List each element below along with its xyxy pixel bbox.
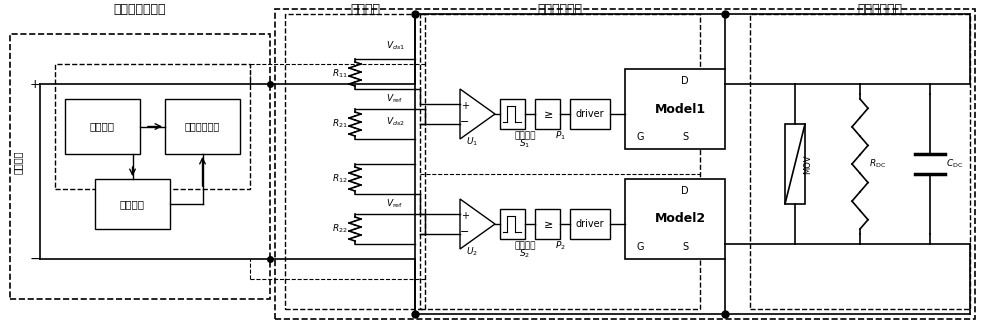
Text: 控制模块: 控制模块 — [120, 199, 145, 209]
Text: G: G — [636, 132, 644, 142]
Bar — [625, 179, 725, 259]
Text: Model1: Model1 — [654, 103, 706, 116]
Text: G: G — [636, 242, 644, 252]
Text: $S_2$: $S_2$ — [519, 248, 531, 260]
Text: $C_{\mathrm{DC}}$: $C_{\mathrm{DC}}$ — [946, 158, 964, 170]
Bar — [535, 99, 560, 129]
Text: 直流固态断路器: 直流固态断路器 — [114, 2, 166, 15]
Bar — [750, 14, 970, 309]
Text: $R_{21}$: $R_{21}$ — [332, 118, 348, 130]
Bar — [500, 209, 525, 239]
Bar — [10, 34, 270, 299]
Text: MOV: MOV — [804, 154, 812, 174]
Text: $V_{\mathrm{ref}}$: $V_{\mathrm{ref}}$ — [386, 93, 404, 105]
Text: −: − — [460, 227, 470, 237]
Bar — [165, 99, 240, 154]
Text: $R_{\mathrm{DC}}$: $R_{\mathrm{DC}}$ — [869, 158, 887, 170]
Text: $R_{12}$: $R_{12}$ — [332, 173, 348, 185]
Text: 检测模块: 检测模块 — [90, 122, 115, 132]
Text: driver: driver — [576, 109, 604, 119]
Bar — [55, 64, 250, 189]
Text: S: S — [682, 132, 688, 142]
Bar — [625, 69, 725, 149]
Text: 分压电路: 分压电路 — [350, 2, 380, 15]
Bar — [570, 209, 610, 239]
Text: $V_{\mathrm{ref}}$: $V_{\mathrm{ref}}$ — [386, 198, 404, 210]
Bar — [420, 14, 700, 309]
Text: Model2: Model2 — [654, 212, 706, 225]
Bar — [65, 99, 140, 154]
Text: −: − — [29, 252, 41, 266]
Text: $R_{22}$: $R_{22}$ — [332, 223, 348, 235]
Text: D: D — [681, 186, 689, 196]
Text: 控制信号: 控制信号 — [514, 132, 536, 141]
Text: $P_2$: $P_2$ — [555, 240, 565, 252]
Text: 反馈控制电路: 反馈控制电路 — [538, 2, 582, 15]
Bar — [535, 209, 560, 239]
Text: −: − — [460, 117, 470, 127]
Text: $U_2$: $U_2$ — [466, 246, 478, 258]
Bar — [570, 99, 610, 129]
Text: $S_1$: $S_1$ — [519, 138, 531, 150]
Text: $R_{11}$: $R_{11}$ — [332, 68, 348, 80]
Text: +: + — [461, 211, 469, 221]
Text: $V_{ds1}$: $V_{ds1}$ — [386, 40, 404, 52]
Text: driver: driver — [576, 219, 604, 229]
Bar — [275, 9, 975, 319]
Text: +: + — [30, 77, 40, 91]
Text: 控制信号: 控制信号 — [514, 241, 536, 250]
Bar — [785, 124, 805, 204]
Bar — [95, 179, 170, 229]
Text: 直流母线: 直流母线 — [13, 150, 23, 174]
Text: S: S — [682, 242, 688, 252]
Text: D: D — [681, 76, 689, 86]
Bar — [500, 99, 525, 129]
Text: +: + — [461, 101, 469, 111]
Text: $U_1$: $U_1$ — [466, 136, 478, 148]
Text: $\geq$: $\geq$ — [541, 109, 554, 120]
Text: $V_{ds2}$: $V_{ds2}$ — [386, 116, 404, 128]
Text: 能量吸收电路: 能量吸收电路 — [858, 2, 902, 15]
Text: 固态开关模块: 固态开关模块 — [185, 122, 220, 132]
Bar — [285, 14, 425, 309]
Text: $P_1$: $P_1$ — [555, 130, 565, 142]
Text: $\geq$: $\geq$ — [541, 218, 554, 229]
